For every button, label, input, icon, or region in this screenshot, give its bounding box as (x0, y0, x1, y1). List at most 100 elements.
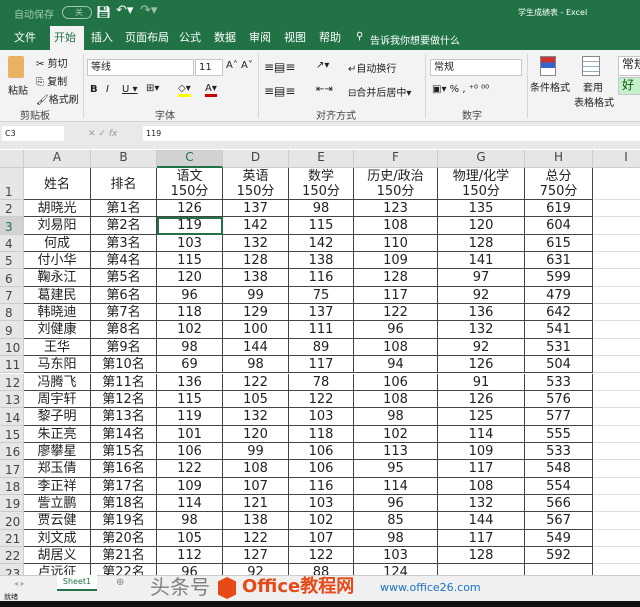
row-header-8[interactable]: 8 (0, 304, 24, 322)
table-cell[interactable]: 135 (438, 200, 525, 218)
table-cell[interactable]: 107 (223, 477, 289, 495)
table-cell[interactable]: 78 (289, 373, 354, 391)
column-header-B[interactable]: B (91, 150, 157, 168)
selected-cell[interactable]: 119 (157, 217, 223, 235)
table-cell[interactable]: 92 (438, 286, 525, 305)
table-cell[interactable]: 142 (289, 234, 354, 253)
table-cell[interactable]: 126 (157, 200, 223, 218)
table-cell[interactable]: 132 (438, 321, 525, 339)
table-cell[interactable]: 120 (157, 269, 223, 287)
tab-formulas[interactable]: 公式 (179, 31, 201, 44)
row-header-13[interactable]: 13 (0, 390, 24, 409)
formula-buttons[interactable]: ✕ ✓ fx (88, 129, 118, 139)
table-cell[interactable]: 106 (289, 460, 354, 478)
column-header-F[interactable]: F (354, 150, 438, 168)
table-cell[interactable]: 599 (525, 269, 593, 287)
table-cell[interactable]: 第20名 (91, 529, 157, 547)
select-all-corner[interactable] (0, 150, 24, 168)
row-header-23[interactable]: 23 (0, 564, 24, 575)
table-cell[interactable]: 116 (289, 269, 354, 287)
table-cell[interactable]: 115 (289, 217, 354, 235)
tab-insert[interactable]: 插入 (91, 31, 113, 44)
table-cell[interactable]: 121 (223, 494, 289, 513)
table-cell[interactable]: 黎子明 (24, 408, 91, 426)
table-cell[interactable]: 109 (438, 442, 525, 461)
row-header-18[interactable]: 18 (0, 477, 24, 495)
row-header-1[interactable]: 1 (0, 168, 24, 200)
row-header-2[interactable]: 2 (0, 200, 24, 218)
row-header-15[interactable]: 15 (0, 425, 24, 443)
table-cell[interactable]: 111 (289, 321, 354, 339)
table-cell[interactable]: 鞠永江 (24, 269, 91, 287)
header-cell[interactable]: 语文 150分 (157, 168, 223, 200)
row-header-10[interactable]: 10 (0, 338, 24, 357)
table-cell[interactable]: 98 (289, 200, 354, 218)
table-cell[interactable]: 141 (438, 252, 525, 270)
sheet-tab-sheet1[interactable]: Sheet1 (57, 575, 97, 591)
tab-review[interactable]: 审阅 (249, 31, 271, 44)
tell-me-input[interactable]: 告诉我你想要做什么 (370, 36, 460, 47)
empty-cell[interactable] (593, 168, 640, 200)
table-cell[interactable]: 106 (157, 442, 223, 461)
table-cell[interactable]: 128 (438, 234, 525, 253)
table-cell[interactable]: 92 (438, 338, 525, 357)
font-grow-shrink-icon[interactable]: A˄ A˅ (226, 60, 253, 71)
tab-page-layout[interactable]: 页面布局 (125, 31, 169, 44)
table-cell[interactable]: 108 (354, 390, 438, 409)
empty-cell[interactable] (593, 426, 640, 443)
tab-file[interactable]: 文件 (14, 31, 36, 44)
table-cell[interactable]: 94 (354, 356, 438, 374)
indent-icons[interactable]: ⇤⇥ (316, 84, 333, 95)
table-cell[interactable]: 96 (354, 494, 438, 513)
worksheet-grid[interactable]: A B C D E F G H I 1 姓名 排名 语文 150分 英语 150分 数学 150分 历史/政治 150… (0, 150, 640, 575)
table-cell[interactable]: 98 (157, 338, 223, 357)
table-cell[interactable]: 132 (223, 408, 289, 426)
style-normal[interactable]: 常规 (618, 56, 640, 76)
empty-cell[interactable] (593, 269, 640, 287)
table-cell[interactable]: 第6名 (91, 286, 157, 305)
header-cell[interactable]: 历史/政治 150分 (354, 168, 438, 200)
empty-cell[interactable] (593, 321, 640, 339)
table-cell[interactable]: 付小华 (24, 252, 91, 270)
table-cell[interactable]: 566 (525, 494, 593, 513)
table-cell[interactable]: 刘健康 (24, 321, 91, 339)
table-cell[interactable]: 576 (525, 390, 593, 409)
table-cell[interactable]: 周宇轩 (24, 390, 91, 409)
format-as-table-label-2[interactable]: 表格格式 (574, 98, 614, 109)
row-header-5[interactable]: 5 (0, 252, 24, 270)
empty-cell[interactable] (593, 252, 640, 270)
table-cell[interactable]: 533 (525, 442, 593, 461)
table-cell[interactable]: 102 (289, 512, 354, 530)
table-cell[interactable]: 128 (438, 547, 525, 565)
table-cell[interactable]: 第11名 (91, 373, 157, 391)
table-cell[interactable]: 117 (438, 460, 525, 478)
table-cell[interactable]: 144 (438, 512, 525, 530)
table-cell[interactable]: 朱正亮 (24, 425, 91, 443)
table-cell[interactable]: 541 (525, 321, 593, 339)
table-cell[interactable]: 117 (289, 356, 354, 374)
table-cell[interactable]: 第12名 (91, 390, 157, 409)
table-cell[interactable]: 98 (354, 529, 438, 547)
empty-cell[interactable] (593, 460, 640, 478)
horizontal-align-icons[interactable]: ≡▤≡ (264, 84, 296, 98)
style-good[interactable]: 好 (618, 77, 640, 95)
table-cell[interactable]: 128 (223, 252, 289, 270)
empty-cell[interactable] (593, 443, 640, 461)
header-cell[interactable]: 英语 150分 (223, 168, 289, 200)
format-painter-button[interactable]: 🖌︎格式刷 (36, 95, 79, 106)
table-cell[interactable]: 129 (223, 304, 289, 322)
row-header-14[interactable]: 14 (0, 408, 24, 426)
table-cell[interactable]: 马东阳 (24, 356, 91, 374)
table-cell[interactable]: 冯腾飞 (24, 373, 91, 391)
table-cell[interactable]: 117 (354, 286, 438, 305)
table-cell[interactable]: 刘易阳 (24, 217, 91, 235)
table-cell[interactable]: 97 (438, 269, 525, 287)
row-header-9[interactable]: 9 (0, 321, 24, 339)
table-cell[interactable]: 555 (525, 425, 593, 443)
table-cell[interactable]: 107 (289, 529, 354, 547)
bold-button[interactable]: B (90, 84, 98, 95)
cut-button[interactable]: ✂ 剪切 (36, 59, 68, 70)
table-cell[interactable]: 第5名 (91, 269, 157, 287)
font-color-icon[interactable]: A▾ (205, 83, 217, 97)
table-cell[interactable]: 615 (525, 234, 593, 253)
